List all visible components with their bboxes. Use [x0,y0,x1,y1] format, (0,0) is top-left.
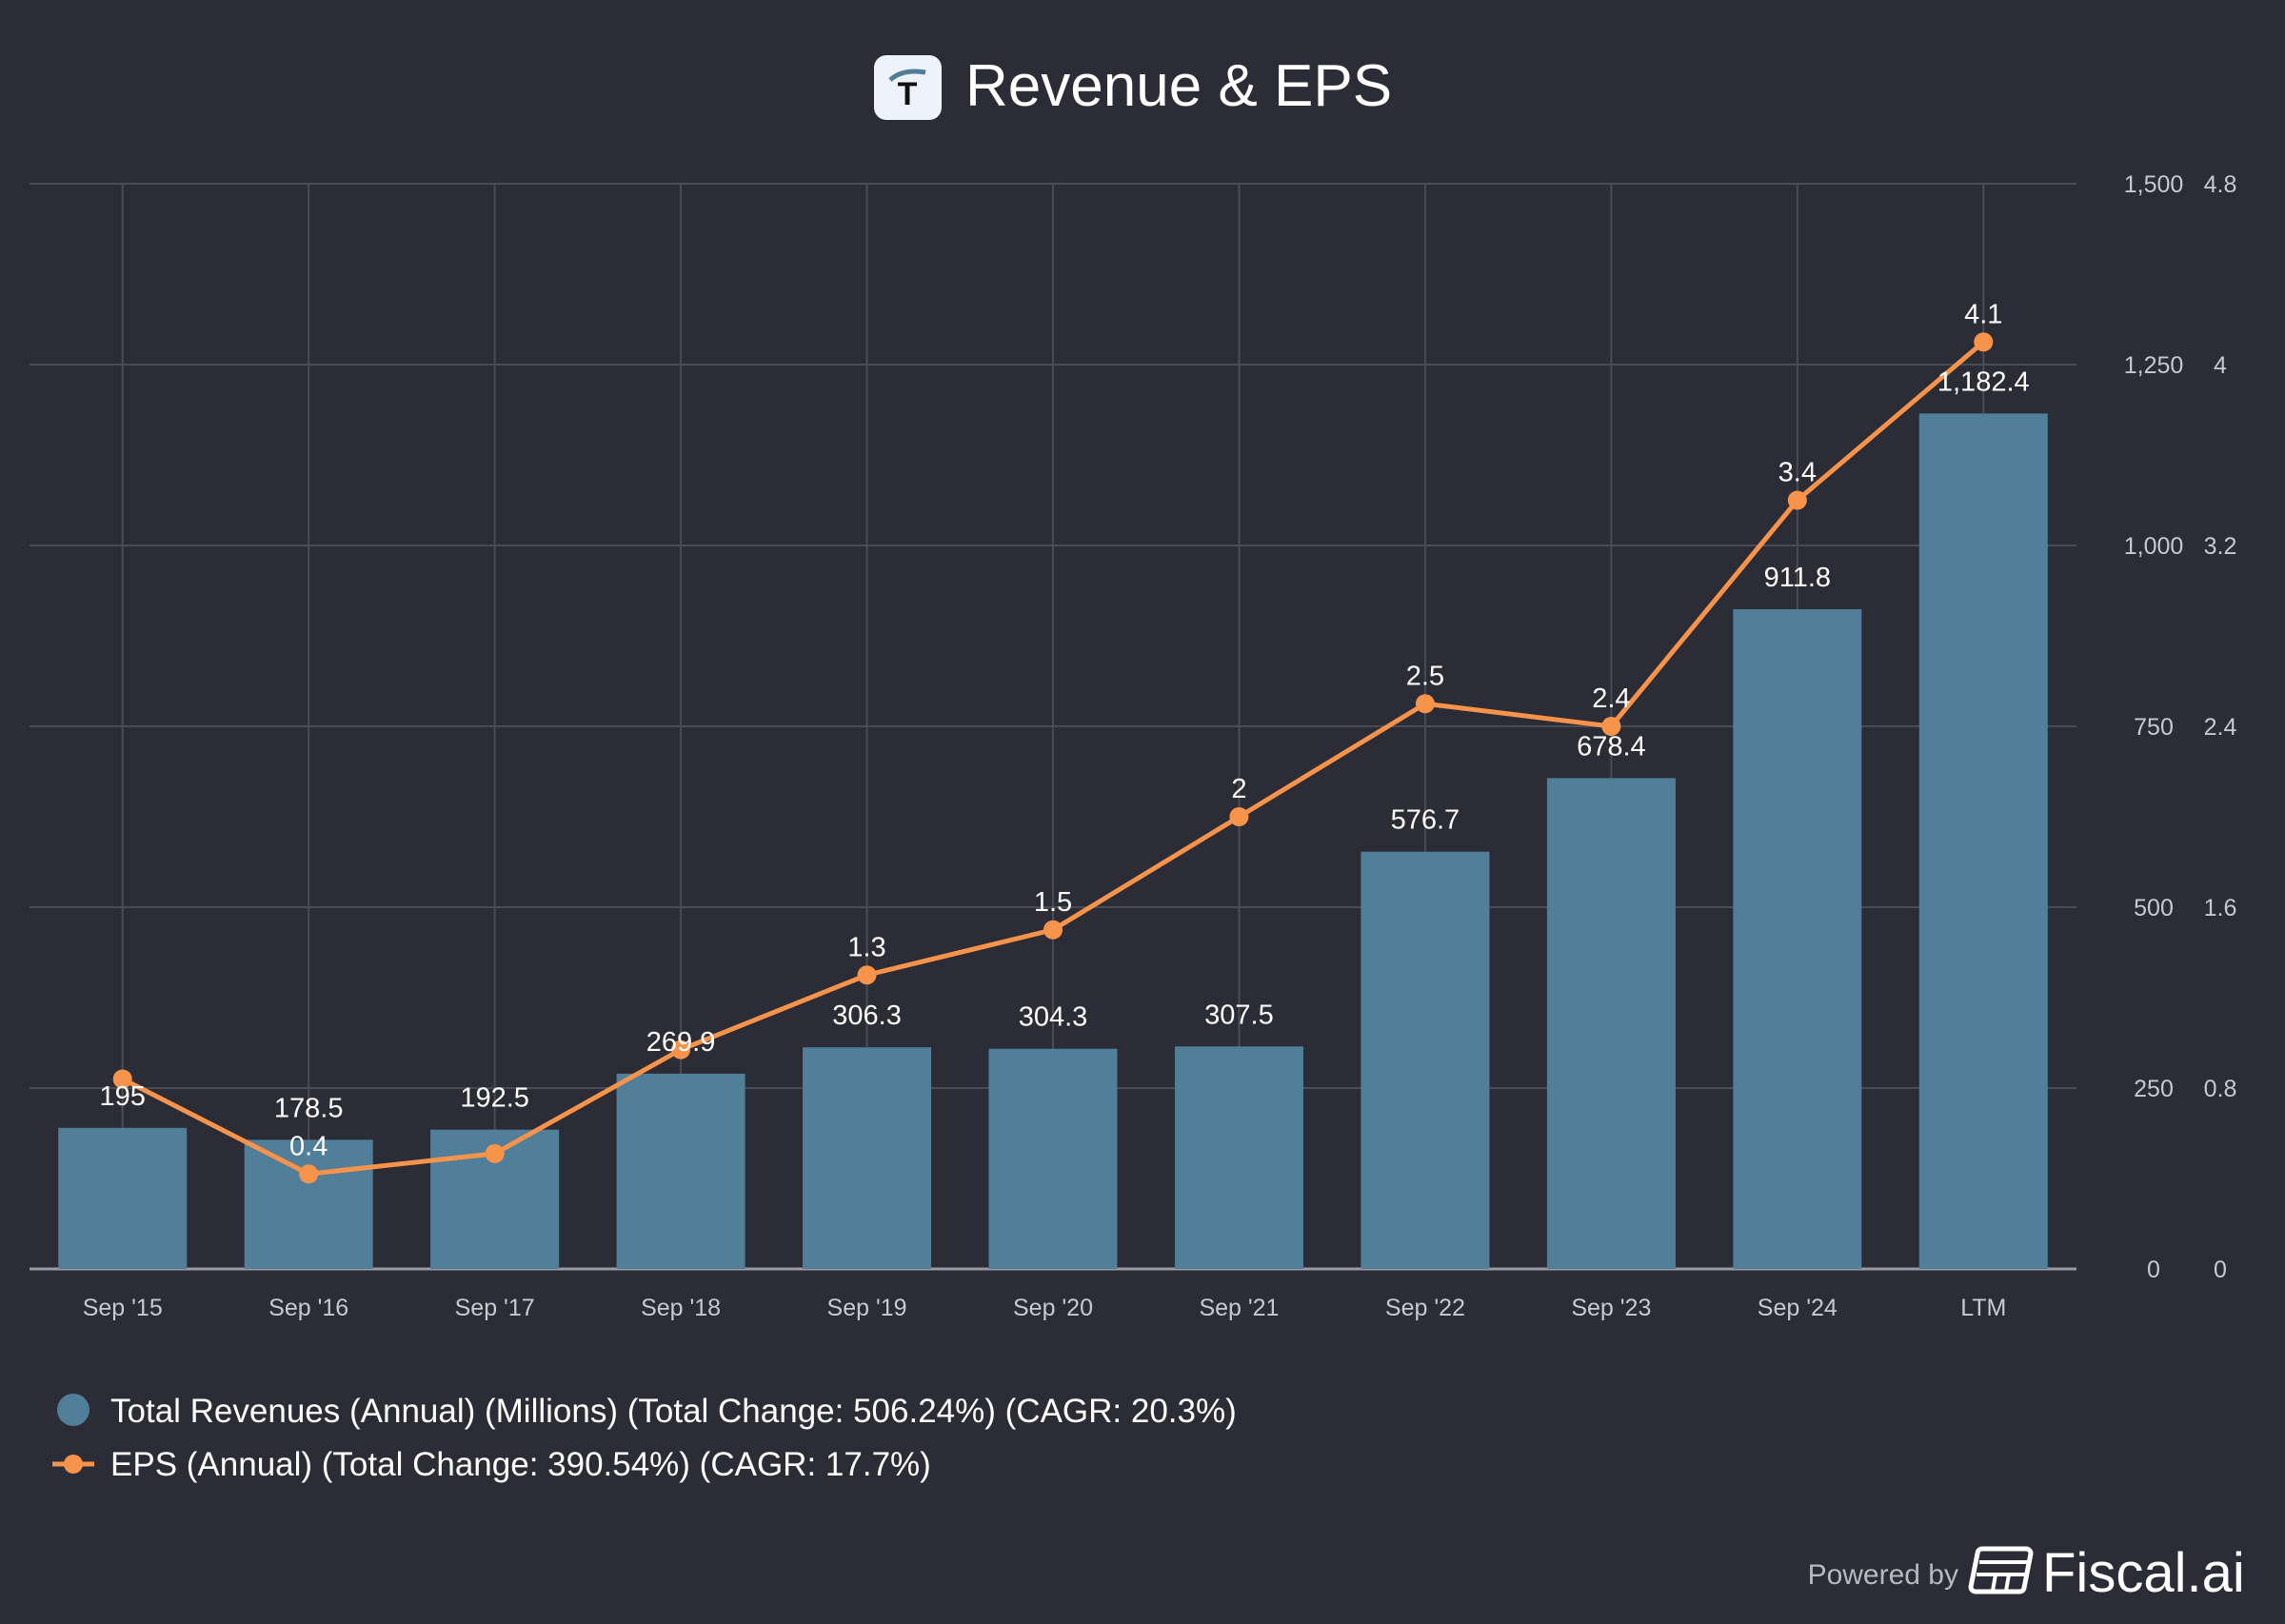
revenue-bar[interactable] [803,1047,932,1269]
eps-axis-tick-label: 0 [2214,1257,2227,1283]
revenue-bar[interactable] [1733,609,1862,1269]
revenue-data-label: 307.5 [1204,1000,1274,1030]
eps-data-label: 2.4 [1592,683,1630,714]
x-axis-tick-label: Sep '15 [83,1295,163,1321]
revenue-data-label: 195 [100,1081,146,1112]
data-labels: 195 178.5 192.5 269.9 306.3 304.3 307.5 576.7 67… [100,299,2030,1161]
revenue-data-label: 306.3 [832,1000,902,1031]
legend-bar-swatch [57,1394,89,1426]
eps-point[interactable] [1974,332,1994,352]
revenue-bar[interactable] [1174,1046,1303,1269]
x-axis-tick-label: Sep '17 [455,1295,535,1321]
x-axis-tick-label: Sep '21 [1199,1295,1279,1321]
revenue-data-label: 678.4 [1577,731,1646,762]
revenue-data-label: 911.8 [1764,563,1831,593]
chart-header: T Revenue & EPS [874,53,1392,120]
eps-axis-tick-label: 3.2 [2204,533,2237,560]
revenue-data-label: 178.5 [274,1093,344,1123]
eps-line [112,332,1994,1184]
x-axis-tick-label: LTM [1960,1295,2006,1321]
revenue-bar[interactable] [988,1048,1118,1269]
revenue-data-label: 576.7 [1391,805,1460,836]
x-axis-tick-label: Sep '20 [1013,1295,1093,1321]
chart-title: Revenue & EPS [965,53,1392,119]
revenue-bar[interactable] [616,1073,745,1269]
eps-point[interactable] [299,1164,319,1184]
revenue-bar[interactable] [1546,778,1676,1269]
revenue-axis-tick-label: 1,500 [2124,171,2184,198]
x-axis-tick-label: Sep '22 [1385,1295,1465,1321]
revenue-bar[interactable] [244,1139,373,1269]
revenue-data-label: 1,182.4 [1937,366,2030,397]
legend-label-eps: EPS (Annual) (Total Change: 390.54%) (CA… [110,1446,931,1483]
x-axis-tick-label: Sep '16 [268,1295,348,1321]
eps-point[interactable] [857,965,877,985]
revenue-axis-tick-label: 1,250 [2124,352,2184,379]
eps-point[interactable] [1229,807,1249,826]
eps-data-label: 2.5 [1406,661,1444,691]
revenue-bar[interactable] [1918,413,2048,1270]
eps-data-label: 1.5 [1034,887,1072,918]
revenue-bar[interactable] [58,1127,188,1269]
eps-point[interactable] [1787,490,1807,510]
eps-axis-tick-label: 0.8 [2204,1076,2237,1102]
revenue-axis-tick-label: 0 [2147,1257,2160,1283]
eps-point[interactable] [485,1143,505,1163]
logo-swoosh-icon [888,69,926,82]
eps-point[interactable] [112,1069,132,1089]
axes: 0 250 500 750 1,000 1,250 1,500 0 0.8 1.6 2.4 3.2 4 4… [83,171,2237,1321]
revenue-axis-tick-label: 500 [2134,895,2174,921]
revenue-bar[interactable] [1361,851,1490,1269]
fiscal-ai-logo-icon [1968,1546,2034,1594]
eps-point[interactable] [1043,920,1063,940]
legend-marker [64,1455,83,1474]
x-axis-tick-label: Sep '18 [641,1295,721,1321]
x-axis-tick-label: Sep '19 [827,1295,907,1321]
eps-axis-tick-label: 2.4 [2204,714,2237,741]
legend-item-eps[interactable]: EPS (Annual) (Total Change: 390.54%) (CA… [52,1446,931,1483]
x-axis-tick-label: Sep '23 [1571,1295,1651,1321]
revenue-axis-tick-label: 750 [2134,714,2174,741]
eps-point[interactable] [1601,717,1621,736]
revenue-axis-tick-label: 250 [2134,1076,2174,1102]
eps-data-label: 4.1 [1964,299,2002,329]
fiscal-ai-brand: Fiscal.ai [2042,1542,2245,1604]
powered-by: Powered by Fiscal.ai [1808,1542,2245,1604]
eps-axis-tick-label: 1.6 [2204,895,2237,921]
eps-data-label: 3.4 [1778,458,1817,488]
revenue-data-label: 192.5 [460,1083,529,1114]
revenue-bars [58,413,2048,1270]
legend: Total Revenues (Annual) (Millions) (Tota… [52,1393,1237,1483]
logo-letter: T [898,76,918,112]
eps-point[interactable] [671,1040,691,1060]
eps-data-label: 0.4 [289,1131,328,1161]
eps-axis-tick-label: 4 [2214,352,2227,379]
eps-data-label: 1.3 [847,932,885,962]
eps-data-label: 2 [1231,774,1246,804]
legend-item-revenue[interactable]: Total Revenues (Annual) (Millions) (Tota… [57,1393,1237,1430]
x-axis-tick-label: Sep '24 [1758,1295,1838,1321]
revenue-data-label: 304.3 [1019,1002,1088,1033]
revenue-data-label: 269.9 [646,1027,716,1058]
eps-axis-tick-label: 4.8 [2204,171,2237,198]
revenue-axis-tick-label: 1,000 [2124,533,2184,560]
eps-point[interactable] [1415,694,1435,714]
powered-by-text: Powered by [1808,1559,1958,1591]
legend-label-revenue: Total Revenues (Annual) (Millions) (Tota… [110,1393,1237,1430]
